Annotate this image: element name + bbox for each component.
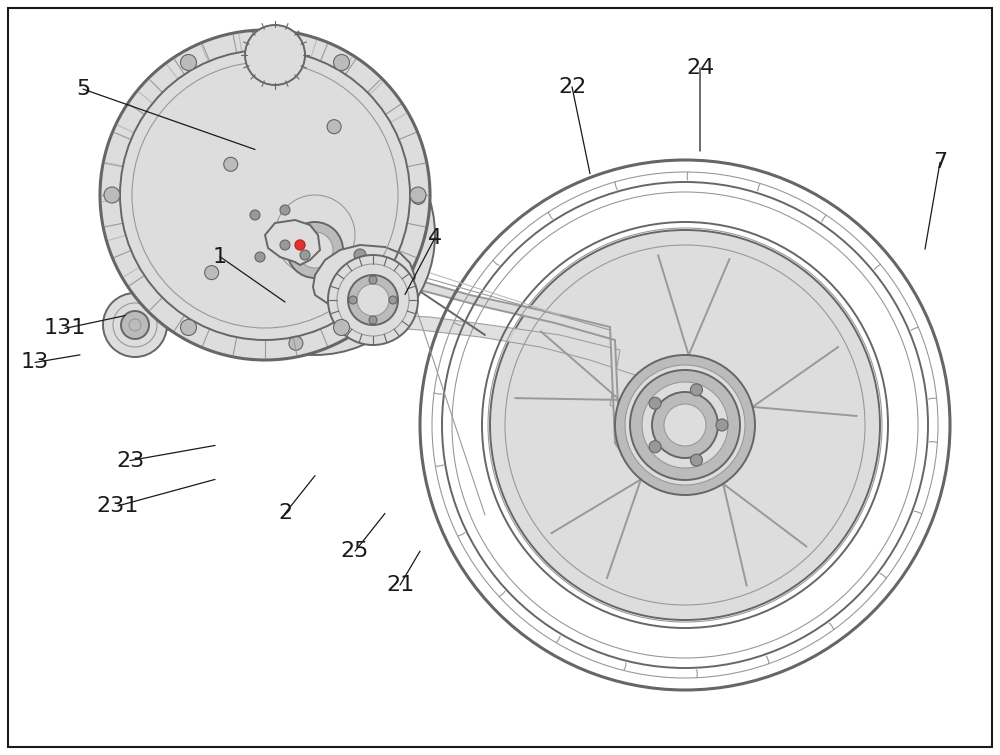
Circle shape xyxy=(334,319,350,335)
Text: 231: 231 xyxy=(97,496,139,516)
Text: 5: 5 xyxy=(76,79,90,99)
Text: 13: 13 xyxy=(21,353,49,372)
Circle shape xyxy=(250,210,260,220)
Polygon shape xyxy=(218,200,620,450)
Circle shape xyxy=(104,187,120,203)
Circle shape xyxy=(334,54,350,70)
Circle shape xyxy=(195,115,435,355)
Text: 7: 7 xyxy=(933,153,947,172)
Circle shape xyxy=(200,147,236,183)
Circle shape xyxy=(690,455,702,466)
Circle shape xyxy=(180,54,197,70)
Circle shape xyxy=(327,120,341,134)
Circle shape xyxy=(295,240,305,250)
Circle shape xyxy=(649,441,661,453)
Circle shape xyxy=(180,319,196,335)
Text: 21: 21 xyxy=(386,575,414,595)
Circle shape xyxy=(287,222,343,278)
Circle shape xyxy=(357,284,389,316)
Circle shape xyxy=(625,365,745,485)
Circle shape xyxy=(630,370,740,480)
Polygon shape xyxy=(265,220,320,265)
Circle shape xyxy=(411,190,425,205)
Text: 24: 24 xyxy=(686,58,714,78)
Text: 1: 1 xyxy=(213,247,227,267)
Circle shape xyxy=(410,187,426,203)
Circle shape xyxy=(121,311,149,339)
Circle shape xyxy=(208,155,228,175)
Circle shape xyxy=(690,384,702,396)
Text: 2: 2 xyxy=(278,504,292,523)
Circle shape xyxy=(652,392,718,458)
Circle shape xyxy=(297,232,333,268)
Circle shape xyxy=(354,249,366,261)
Circle shape xyxy=(377,287,389,299)
Circle shape xyxy=(328,255,418,345)
Circle shape xyxy=(280,240,290,250)
Circle shape xyxy=(490,230,880,620)
Circle shape xyxy=(113,303,157,347)
Circle shape xyxy=(392,299,406,313)
Polygon shape xyxy=(195,120,300,215)
Circle shape xyxy=(214,161,222,169)
Circle shape xyxy=(100,30,430,360)
Circle shape xyxy=(716,419,728,431)
Circle shape xyxy=(103,293,167,357)
Circle shape xyxy=(337,264,409,336)
Circle shape xyxy=(190,137,246,193)
Circle shape xyxy=(615,355,755,495)
Circle shape xyxy=(664,404,706,446)
Circle shape xyxy=(205,266,219,279)
Text: 25: 25 xyxy=(341,541,369,561)
Circle shape xyxy=(224,157,238,171)
Circle shape xyxy=(300,250,310,260)
Circle shape xyxy=(369,316,377,324)
Circle shape xyxy=(245,165,385,305)
Polygon shape xyxy=(313,245,415,310)
Text: 22: 22 xyxy=(558,77,586,97)
Text: 4: 4 xyxy=(428,228,442,248)
Text: 131: 131 xyxy=(44,319,86,338)
Circle shape xyxy=(225,145,405,325)
Circle shape xyxy=(642,382,728,468)
Circle shape xyxy=(255,252,265,262)
Polygon shape xyxy=(308,265,415,297)
Polygon shape xyxy=(345,315,635,410)
Circle shape xyxy=(348,275,398,325)
Circle shape xyxy=(275,195,355,275)
Circle shape xyxy=(260,180,370,290)
Circle shape xyxy=(389,296,397,304)
Circle shape xyxy=(289,336,303,350)
Circle shape xyxy=(369,276,377,284)
Circle shape xyxy=(649,397,661,409)
Circle shape xyxy=(329,287,341,299)
Circle shape xyxy=(280,205,290,215)
Circle shape xyxy=(349,296,357,304)
Circle shape xyxy=(245,25,305,85)
Circle shape xyxy=(129,319,141,331)
Text: 23: 23 xyxy=(116,451,144,470)
